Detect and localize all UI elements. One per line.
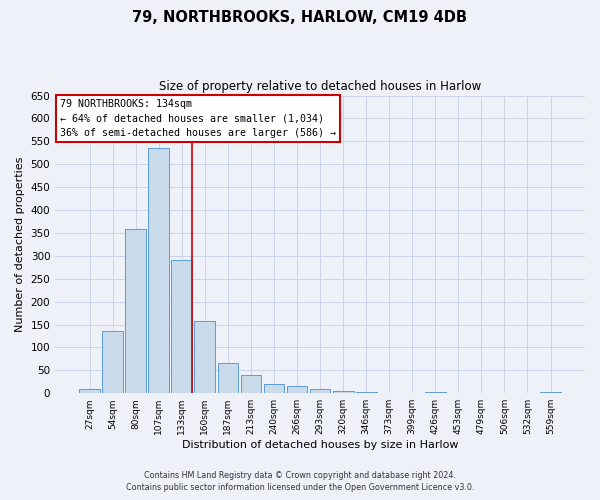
Bar bbox=[148, 148, 169, 393]
Bar bbox=[79, 388, 100, 393]
Bar bbox=[125, 230, 146, 393]
Bar bbox=[287, 386, 307, 393]
Bar bbox=[333, 391, 353, 393]
Title: Size of property relative to detached houses in Harlow: Size of property relative to detached ho… bbox=[159, 80, 481, 93]
Bar bbox=[425, 392, 446, 393]
X-axis label: Distribution of detached houses by size in Harlow: Distribution of detached houses by size … bbox=[182, 440, 458, 450]
Bar bbox=[263, 384, 284, 393]
Text: 79, NORTHBROOKS, HARLOW, CM19 4DB: 79, NORTHBROOKS, HARLOW, CM19 4DB bbox=[133, 10, 467, 25]
Bar bbox=[218, 364, 238, 393]
Bar bbox=[310, 388, 331, 393]
Bar bbox=[540, 392, 561, 393]
Bar bbox=[194, 322, 215, 393]
Bar bbox=[356, 392, 377, 393]
Bar bbox=[241, 375, 262, 393]
Text: Contains HM Land Registry data © Crown copyright and database right 2024.
Contai: Contains HM Land Registry data © Crown c… bbox=[126, 471, 474, 492]
Y-axis label: Number of detached properties: Number of detached properties bbox=[15, 156, 25, 332]
Bar bbox=[102, 332, 123, 393]
Bar bbox=[172, 260, 192, 393]
Text: 79 NORTHBROOKS: 134sqm
← 64% of detached houses are smaller (1,034)
36% of semi-: 79 NORTHBROOKS: 134sqm ← 64% of detached… bbox=[61, 98, 337, 138]
